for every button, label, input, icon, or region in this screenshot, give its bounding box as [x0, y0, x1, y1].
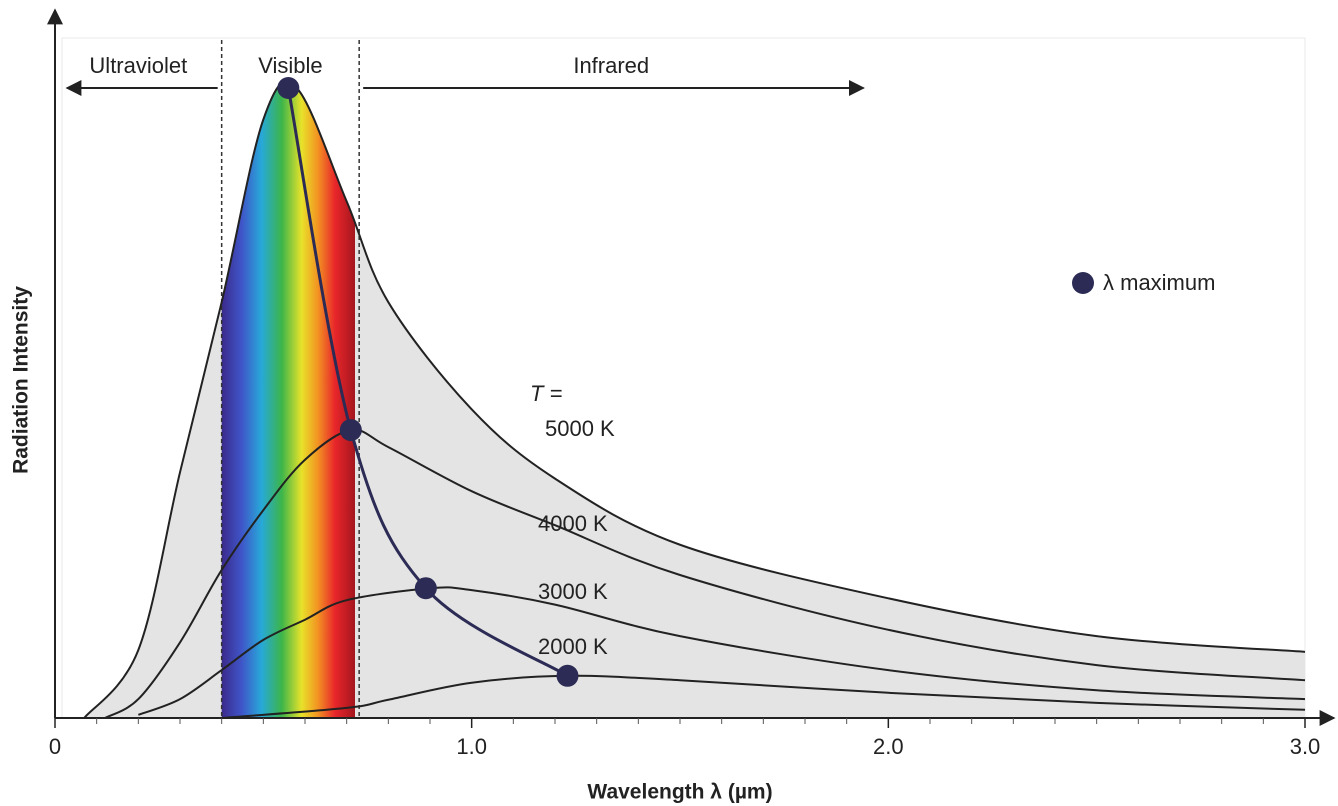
area-fill: [84, 82, 1306, 719]
peak-marker: [556, 664, 579, 687]
curve-label-prefix: T =: [530, 381, 563, 406]
legend-label: λ maximum: [1103, 270, 1215, 295]
curve: [104, 428, 1306, 719]
curve-label: 3000 K: [538, 579, 608, 604]
curve-label: 4000 K: [538, 511, 608, 536]
region-label: Ultraviolet: [89, 53, 187, 78]
curve: [286, 87, 569, 678]
curve-label: 2000 K: [538, 634, 608, 659]
legend-marker: [1072, 272, 1094, 294]
x-tick-label: 3.0: [1290, 734, 1321, 759]
x-axis-label: Wavelength λ (µm): [587, 781, 772, 804]
peak-marker: [414, 577, 437, 600]
peak-marker: [277, 77, 300, 99]
y-axis-label: Radiation Intensity: [10, 286, 33, 474]
region-label: Infrared: [573, 53, 649, 78]
curve: [221, 674, 1306, 719]
peak-marker: [339, 419, 362, 442]
curve: [83, 81, 1306, 719]
x-tick-label: 0: [49, 734, 61, 759]
curve-label: 5000 K: [545, 416, 615, 441]
x-tick-label: 1.0: [456, 734, 487, 759]
curve: [137, 586, 1306, 716]
x-tick-label: 2.0: [873, 734, 904, 759]
region-label: Visible: [258, 53, 322, 78]
